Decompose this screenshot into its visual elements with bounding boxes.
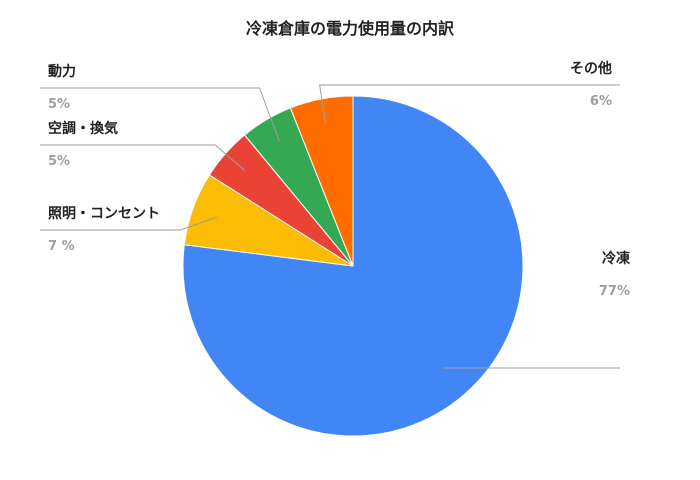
- slice-percent-4: 6%: [590, 94, 612, 109]
- pie-slice-0: [182, 95, 524, 437]
- slice-label-4: その他: [570, 60, 612, 77]
- leader-line-3: [40, 87, 280, 142]
- slice-percent-1: 7 %: [48, 239, 75, 254]
- pie-labels: 冷凍 77% 照明・コンセント 7 % 空調・換気 5% 動力 5% その他 6%: [40, 60, 631, 369]
- leader-line-4: [318, 84, 620, 125]
- pie-slices: [182, 95, 524, 437]
- slice-percent-3: 5%: [48, 97, 70, 112]
- slice-percent-2: 5%: [48, 154, 70, 169]
- pie-slice-4: [289, 95, 354, 267]
- leader-line-2: [40, 144, 245, 171]
- slice-label-3: 動力: [48, 63, 76, 80]
- slice-label-1: 照明・コンセント: [48, 206, 160, 222]
- leader-line-1: [40, 216, 218, 231]
- slice-label-0: 冷凍: [602, 250, 631, 267]
- chart-title: 冷凍倉庫の電力使用量の内訳: [246, 19, 455, 38]
- slice-percent-0: 77%: [599, 284, 630, 299]
- slice-label-2: 空調・換気: [48, 120, 118, 137]
